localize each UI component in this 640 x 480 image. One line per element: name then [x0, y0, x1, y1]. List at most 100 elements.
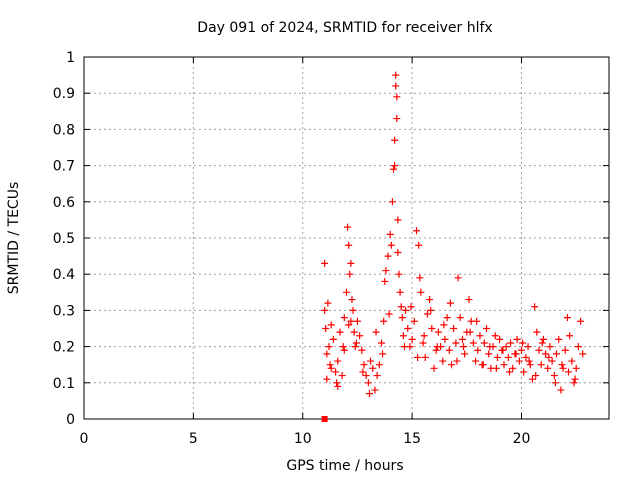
data-point — [378, 339, 385, 347]
data-point — [485, 350, 493, 358]
data-point — [539, 335, 547, 343]
data-point — [513, 335, 521, 343]
data-points — [321, 71, 587, 422]
data-point — [407, 303, 415, 311]
data-point — [371, 386, 379, 394]
data-point — [574, 343, 582, 351]
data-point — [548, 357, 556, 365]
data-point — [356, 332, 364, 340]
data-point — [410, 317, 418, 325]
y-tick-label: 0.1 — [53, 376, 75, 392]
data-point — [466, 328, 474, 336]
data-point — [448, 361, 455, 369]
data-point — [551, 379, 559, 387]
data-point — [417, 288, 425, 296]
data-point — [392, 82, 400, 90]
data-point — [570, 379, 578, 387]
data-point — [440, 321, 448, 329]
data-point — [387, 241, 395, 249]
data-point — [375, 361, 383, 369]
data-point — [352, 339, 360, 347]
x-tick-label: 15 — [403, 431, 421, 447]
data-point — [350, 328, 358, 336]
grid-layer — [84, 57, 609, 419]
data-point — [367, 357, 375, 365]
data-point — [396, 288, 404, 296]
data-point — [323, 350, 331, 358]
data-point — [351, 343, 359, 351]
data-point — [441, 335, 449, 343]
data-point — [456, 314, 464, 322]
data-point — [394, 248, 402, 256]
data-point — [461, 350, 469, 358]
data-point — [369, 364, 377, 372]
data-point — [453, 357, 461, 365]
data-point — [390, 165, 398, 173]
y-tick-label: 0.8 — [53, 122, 75, 138]
data-point — [364, 379, 372, 387]
data-point — [502, 343, 510, 351]
y-tick-label: 0.7 — [53, 159, 75, 175]
data-point — [493, 353, 501, 361]
data-point — [505, 368, 513, 376]
data-point — [531, 303, 539, 311]
data-point — [566, 332, 574, 340]
data-point — [416, 274, 424, 282]
data-point — [528, 375, 536, 383]
data-point — [421, 353, 429, 361]
data-point — [559, 364, 567, 372]
data-point — [558, 361, 566, 369]
data-point — [433, 343, 441, 351]
data-point — [340, 314, 348, 322]
data-point — [550, 372, 558, 380]
y-tick-label: 0.2 — [53, 340, 75, 356]
data-point — [346, 270, 354, 278]
data-point — [372, 328, 380, 336]
data-point — [544, 364, 552, 372]
zero-value-point — [321, 416, 328, 422]
data-point — [568, 357, 576, 365]
data-point — [325, 343, 333, 351]
data-point — [392, 71, 400, 79]
data-point — [338, 372, 346, 380]
data-point — [496, 335, 504, 343]
data-point — [492, 364, 500, 372]
data-point — [555, 335, 563, 343]
data-point — [469, 339, 477, 347]
data-point — [500, 361, 508, 369]
y-tick-label: 0.5 — [53, 231, 75, 247]
data-point — [522, 353, 530, 361]
data-point — [512, 350, 520, 358]
data-point — [515, 357, 523, 365]
data-point — [537, 361, 545, 369]
data-point — [443, 314, 451, 322]
data-point — [524, 343, 532, 351]
data-point — [384, 252, 392, 260]
data-point — [379, 350, 387, 358]
data-point — [561, 346, 569, 354]
data-point — [340, 346, 348, 354]
x-tick-label: 0 — [80, 431, 89, 447]
data-point — [373, 372, 381, 380]
data-point — [519, 339, 527, 347]
data-point — [358, 346, 366, 354]
data-point — [526, 361, 534, 369]
data-point — [386, 230, 394, 238]
data-point — [535, 346, 543, 354]
data-point — [532, 372, 540, 380]
data-point — [452, 339, 460, 347]
data-point — [480, 339, 488, 347]
y-tick-label: 0 — [66, 412, 75, 428]
x-tick-label: 20 — [513, 431, 531, 447]
data-point — [432, 346, 440, 354]
data-point — [504, 353, 512, 361]
data-point — [428, 325, 436, 332]
data-point — [474, 346, 482, 354]
data-point — [419, 339, 427, 347]
data-point — [454, 274, 462, 282]
data-point — [339, 343, 347, 351]
data-point — [322, 325, 330, 332]
data-point — [385, 310, 393, 318]
data-point — [414, 353, 422, 361]
